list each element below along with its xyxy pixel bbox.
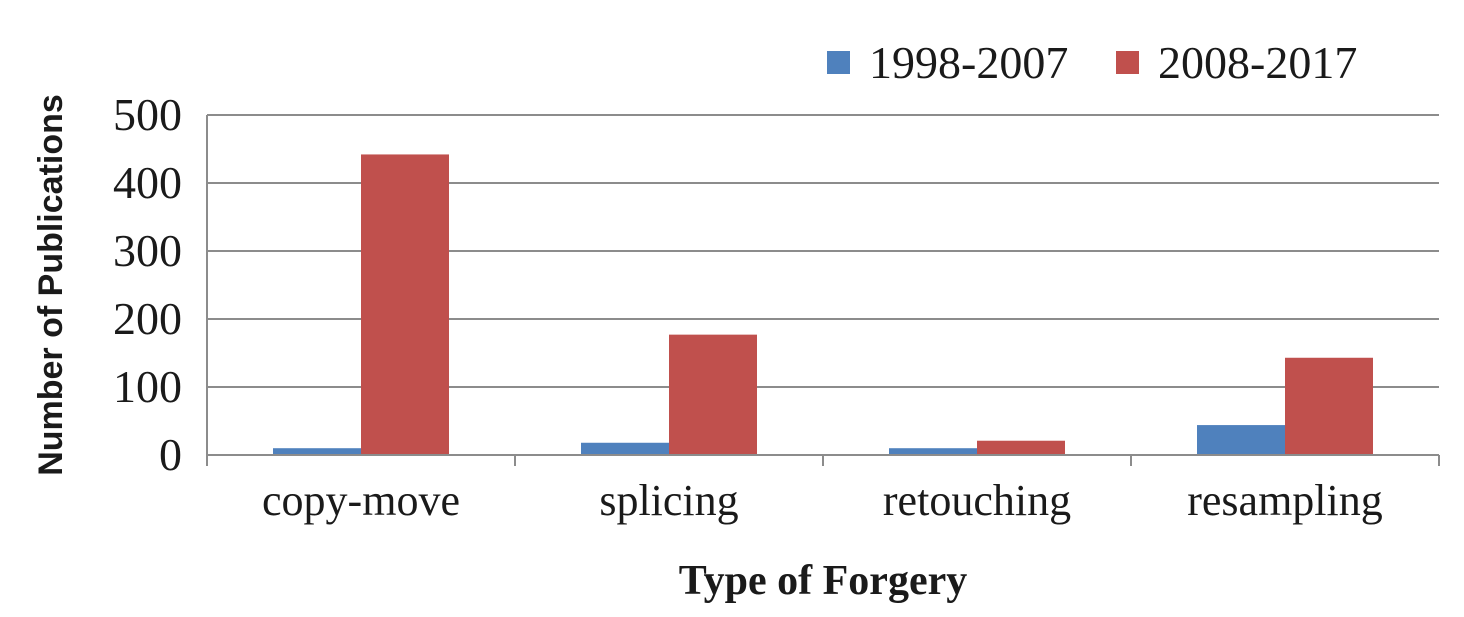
bar xyxy=(581,442,669,455)
y-axis-title: Number of Publications xyxy=(32,94,70,476)
legend-label: 1998-2007 xyxy=(869,37,1068,88)
x-tick-label: copy-move xyxy=(262,476,460,525)
bar xyxy=(1197,425,1285,455)
y-tick-label: 300 xyxy=(113,225,182,276)
y-tick-label: 500 xyxy=(113,89,182,140)
bars xyxy=(273,154,1373,455)
bar xyxy=(1285,357,1373,455)
y-tick-label: 0 xyxy=(159,429,182,480)
y-tick-label: 400 xyxy=(113,157,182,208)
y-axis-ticks: 0 100 200 300 400 500 xyxy=(113,89,182,480)
bar xyxy=(669,334,757,455)
bar xyxy=(361,154,449,455)
y-tick-label: 200 xyxy=(113,293,182,344)
x-tick-label: splicing xyxy=(599,476,738,525)
x-axis-title: Type of Forgery xyxy=(679,558,967,604)
legend: 1998-2007 2008-2017 xyxy=(827,37,1357,88)
bar xyxy=(273,448,361,455)
x-tick-label: retouching xyxy=(883,476,1071,525)
legend-label: 2008-2017 xyxy=(1158,37,1357,88)
x-tick-label: resampling xyxy=(1187,476,1383,525)
bar xyxy=(977,440,1065,455)
x-axis xyxy=(206,454,1440,466)
legend-swatch xyxy=(1116,51,1139,74)
bar xyxy=(889,448,977,455)
x-axis-tick-labels: copy-move splicing retouching resampling xyxy=(262,476,1383,525)
legend-swatch xyxy=(827,51,850,74)
y-tick-label: 100 xyxy=(113,361,182,412)
